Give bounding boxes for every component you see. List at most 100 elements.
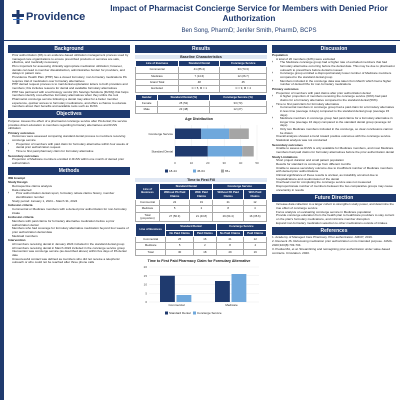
- bullet-text: Proportion of members with paid claims a…: [276, 90, 371, 95]
- table-cell: 33 (73.3): [219, 66, 267, 74]
- subheading: Study Limitations: [272, 154, 298, 159]
- bar: [229, 128, 249, 139]
- subheading: Secondary outcomes: [8, 153, 39, 158]
- bullet: Unable to assess secondary outcome due t…: [276, 166, 396, 174]
- section-heading: References: [272, 226, 396, 235]
- side-strip: [0, 0, 4, 400]
- bullet-text: A total of 20 members (22%) were exclude…: [276, 56, 336, 61]
- table-cell: 16 (35.6): [242, 211, 267, 223]
- section-heading: Objectives: [8, 110, 130, 119]
- right-column: DiscussionPopulationA total of 20 member…: [272, 43, 396, 398]
- bullet: Intervention was concierge service (as d…: [12, 249, 130, 257]
- table-row: Line of Business Standard Denial Concierge…: [135, 59, 267, 68]
- table-cell: 16: [243, 248, 267, 257]
- table-cell: 21 (43.8): [189, 211, 214, 223]
- table-cell: 5: [158, 205, 191, 213]
- y-tick-label: Concierge Service: [148, 131, 173, 135]
- bullet: Time to first paid pharmacy claim for fo…: [16, 149, 130, 154]
- y-tick-label: Standard Denial: [151, 149, 173, 153]
- paragraph: 3. Psotka MA, et al. Streamlining and re…: [272, 247, 391, 256]
- bullet: Proportion of members with paid claims a…: [276, 90, 396, 103]
- subheading: Primary outcomes: [8, 130, 35, 135]
- bullet: Members with paid claims for formulary a…: [12, 219, 130, 227]
- bullet: Members included in the concierge data w…: [280, 79, 396, 87]
- subheading: Population: [272, 53, 288, 57]
- bar: [160, 275, 175, 302]
- x-tick-label: 30: [223, 161, 227, 165]
- bar: [207, 145, 243, 157]
- section-heading: Discussion: [272, 44, 396, 53]
- table-header-cell: Concierge Service (%): [208, 93, 267, 101]
- legend-label: Standard Denial: [169, 311, 191, 315]
- bullet-text: Time to first paid claim for formulary a…: [276, 101, 340, 106]
- bullet-list: Short project duration and small patient…: [272, 159, 396, 192]
- y-tick-label: 0: [145, 300, 147, 304]
- bar: [215, 281, 230, 302]
- table-header-cell: Standard Denial: [178, 59, 221, 68]
- subheading: Study Design: [8, 180, 28, 185]
- table-header-cell: With Paid Claims: [242, 189, 267, 200]
- subheading: Exclusion criteria: [8, 215, 34, 220]
- section-heading: Results: [135, 44, 267, 53]
- table-cell: 27 (56.3): [158, 211, 191, 223]
- bullet: The Medicare concierge group had a highe…: [280, 60, 396, 72]
- logo: Providence: [12, 10, 85, 24]
- bullet: Clinical significance of these results i…: [276, 173, 396, 181]
- y-tick-label: 5: [145, 291, 147, 295]
- bullet: Provide concierge education from the hea…: [276, 213, 396, 221]
- subheading: IRB Exempt: [8, 175, 26, 180]
- x-tick-label: 40: [239, 161, 243, 165]
- bullet: Commercial members in concierge group ha…: [280, 105, 396, 117]
- legend-label: 65+: [225, 169, 230, 173]
- bullet: Time to first paid claim for formulary a…: [276, 101, 396, 136]
- bullet-text: Data collected:: [12, 187, 33, 192]
- table: Line of Business Standard Denial Concierge…: [135, 182, 267, 223]
- bullet: All members receiving denial in March 20…: [12, 246, 130, 251]
- bullet: Retrospective claims analysis: [12, 184, 130, 189]
- legend-label: 45-64: [197, 169, 205, 173]
- bullet: Expand non-formulary medication selectio…: [276, 221, 396, 226]
- bar: [176, 295, 192, 302]
- bullet: PA is important for assessing clinically…: [12, 64, 130, 76]
- bar: [175, 145, 208, 157]
- left-column: BackgroundPrior authorization (PA) is an…: [8, 43, 130, 398]
- section-heading: Methods: [8, 167, 130, 176]
- table-cell: 30: [165, 248, 195, 257]
- bullet: Prior authorization (PA) is an evidence-…: [12, 53, 130, 65]
- bullet: Concierge group enrolled a disproportion…: [280, 71, 396, 79]
- table-header-cell: With Paid Claims: [189, 189, 214, 200]
- paragraph: 1. Academy of Managed Care Pharmacy. Pri…: [272, 235, 373, 240]
- table-cell: Total: [135, 248, 167, 257]
- legend-label: 18-44: [169, 169, 177, 173]
- table-row: Medicare 7 (14.6) 12 (26.7): [135, 72, 267, 80]
- table-cell: 23 (48): [157, 106, 210, 114]
- table-cell: C = 5, M = 1: [178, 85, 221, 93]
- table: Gender Standard Denial (%) Concierge Servi…: [135, 93, 267, 114]
- bullet: Disproportionate number of members betwe…: [276, 184, 396, 192]
- x-tick-label: Medicare: [225, 303, 238, 307]
- table-title: Time to First Fill: [135, 177, 267, 182]
- table-cell: 18: [193, 248, 217, 257]
- bullet: PHP denied request process is to mail de…: [12, 82, 130, 90]
- table-cell: Excluded: [135, 85, 180, 93]
- table-header-cell: Line of Business: [135, 223, 167, 237]
- table-cell: 12 (27): [208, 106, 267, 114]
- bullet: A higher proportion of members receiving…: [280, 94, 396, 102]
- bullet-list: The Medicare concierge group had a highe…: [276, 60, 396, 87]
- table-row: Male 23 (48) 12 (27): [135, 106, 267, 114]
- table-cell: 12 (26.7): [219, 72, 267, 80]
- bar: [201, 128, 230, 139]
- table-cell: Male: [135, 106, 159, 114]
- bullet: Short project duration and small patient…: [276, 159, 396, 163]
- subheading: Secondary outcomes: [272, 142, 303, 147]
- x-tick-label: Commercial: [168, 303, 184, 307]
- chart: Time to First Paid Pharmacy Claim for Fo…: [144, 259, 259, 315]
- legend-label: Concierge Service: [197, 311, 222, 315]
- subheading: Primary outcomes: [272, 86, 299, 91]
- bullet-list: Outcomes were assessed comparing standar…: [8, 135, 130, 153]
- table-header-cell: Without PA Paid Claims: [158, 189, 191, 200]
- legend-swatch: [221, 169, 224, 173]
- subheading: Intervention: [8, 238, 26, 243]
- bullet-list: Unable to assess as RxSS is only availab…: [272, 146, 396, 154]
- table-cell: 4: [242, 205, 267, 213]
